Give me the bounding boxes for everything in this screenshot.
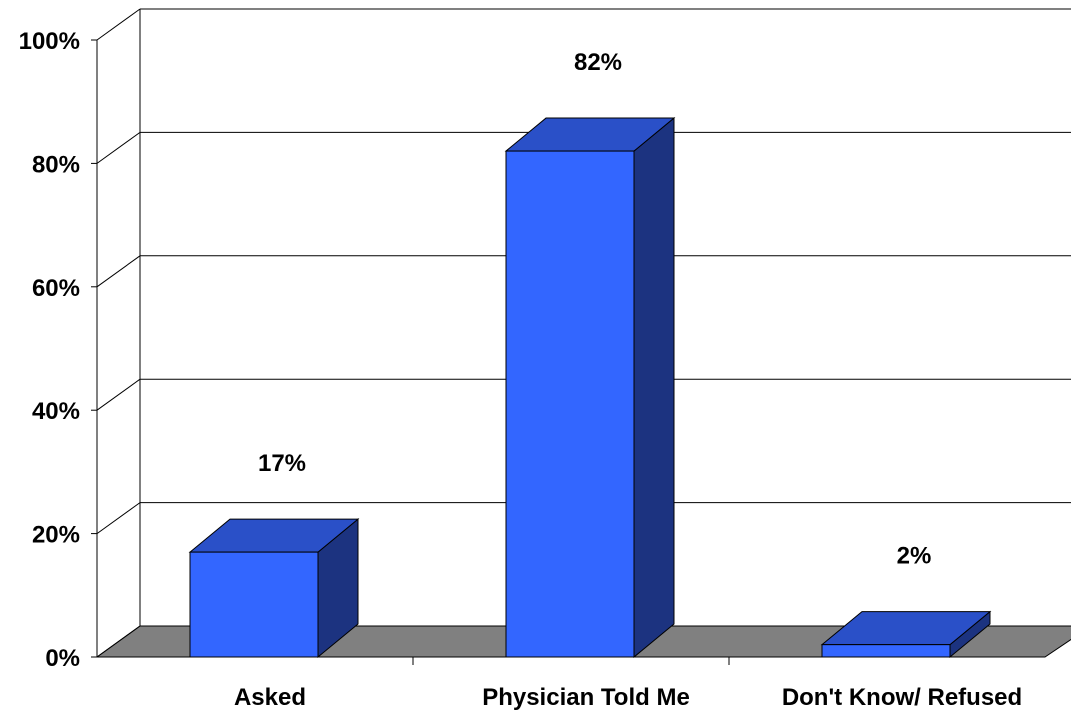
bar <box>820 610 992 659</box>
gridline-connector <box>96 502 141 535</box>
bar-front <box>505 150 635 658</box>
gridline-connector <box>96 8 141 41</box>
x-tick-label: Physician Told Me <box>482 684 690 711</box>
x-tick-label: Asked <box>234 684 306 711</box>
y-tick-label: 40% <box>32 398 80 425</box>
x-tick-label: Don't Know/ Refused <box>782 684 1022 711</box>
y-tick-label: 20% <box>32 522 80 549</box>
y-tick-label: 60% <box>32 275 80 302</box>
bar-side <box>633 116 675 659</box>
data-label: 82% <box>574 49 622 76</box>
data-label: 2% <box>897 543 932 570</box>
y-tick-label: 80% <box>32 151 80 178</box>
bar <box>504 116 676 659</box>
gridline-connector <box>96 625 141 658</box>
data-label: 17% <box>258 450 306 477</box>
gridline-connector <box>96 131 141 164</box>
bar-front <box>189 551 319 658</box>
bar-front <box>821 644 951 658</box>
bar <box>188 518 360 659</box>
gridline-connector <box>96 378 141 411</box>
gridline-connector <box>96 255 141 288</box>
y-tick-label: 0% <box>45 645 80 672</box>
y-tick-label: 100% <box>19 28 80 55</box>
